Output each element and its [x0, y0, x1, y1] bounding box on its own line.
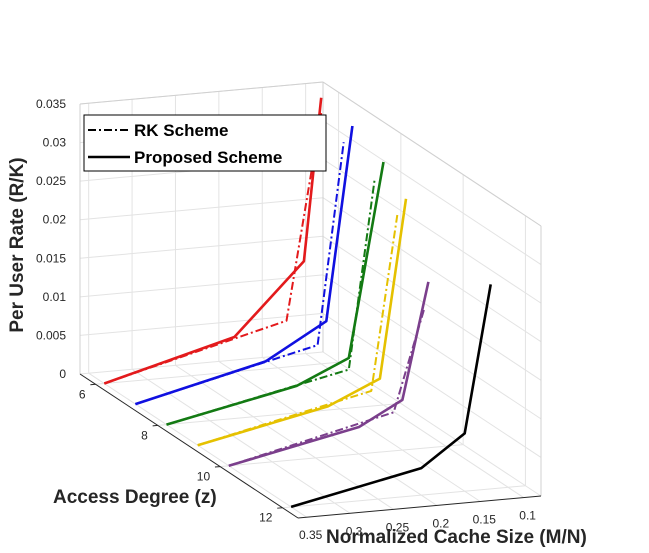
legend-box: [83, 114, 327, 172]
floor-grid-line: [88, 372, 307, 518]
box-edge: [322, 81, 542, 227]
series-line-rk-z7: [135, 142, 345, 406]
legend-rk-label: RK Scheme: [134, 121, 228, 140]
back-wall-grid-line: [79, 235, 324, 259]
z-tick-label: 0.01: [43, 290, 67, 304]
z-tick-label: 0.025: [36, 174, 66, 188]
x-tick-label: 0.2: [433, 516, 450, 530]
x-axis-line: [297, 495, 542, 519]
side-wall-grid-line: [322, 235, 542, 381]
z-tick-label: 0.005: [36, 328, 66, 342]
x-tick-label: 0.1: [519, 509, 536, 523]
y-tick-label: 6: [79, 387, 86, 401]
side-wall-grid-line: [322, 274, 542, 420]
back-wall-grid-line: [79, 351, 324, 375]
floor-grid-line: [175, 364, 394, 510]
side-wall-grid-line: [322, 197, 542, 343]
y-tick-label: 10: [197, 470, 211, 484]
series-line-proposed-z8: [166, 161, 385, 426]
series-line-proposed-z6: [103, 97, 323, 385]
y-axis-label: Access Degree (z): [53, 487, 217, 508]
series-line-proposed-z9: [197, 198, 408, 447]
series-line-proposed-z10: [228, 281, 430, 468]
floor-grid-line: [305, 353, 524, 498]
side-wall-grid-line: [322, 351, 542, 497]
y-axis-line: [79, 373, 299, 519]
floor-grid-line: [282, 485, 526, 509]
x-tick-label: 0.3: [346, 524, 363, 538]
x-tick-label: 0.25: [386, 520, 410, 534]
y-tick-label: 8: [141, 428, 148, 442]
side-wall-grid-line: [322, 120, 542, 265]
z-axis-label: Per User Rate (R/K): [7, 157, 28, 332]
back-wall-grid-line: [79, 274, 324, 298]
floor-grid-line: [220, 444, 464, 468]
z-tick-label: 0.015: [36, 251, 66, 265]
z-tick-label: 0.03: [43, 136, 67, 150]
series-line-proposed-z7: [134, 125, 354, 406]
box-edge: [79, 81, 324, 105]
tick-labels: 0 0.005 0.01 0.015 0.02 0.025 0.03 0.035 6 8 10 12 0…: [36, 97, 536, 542]
back-wall-grid-line: [79, 197, 324, 221]
z-tick-label: 0: [59, 367, 66, 381]
series-lines: [103, 97, 492, 509]
x-tick-label: 0.15: [473, 513, 497, 527]
series-line-proposed-z12: [290, 284, 492, 509]
z-tick-label: 0.02: [43, 213, 67, 227]
side-wall-grid-line: [322, 158, 542, 304]
y-tick-label: 12: [259, 511, 273, 525]
floor-grid-line: [157, 402, 401, 426]
floor-grid-line: [218, 361, 438, 506]
z-tick-label: 0.035: [36, 97, 66, 111]
x-tick-label: 0.35: [299, 528, 323, 542]
back-wall-grid-line: [79, 312, 324, 336]
floor-grid-line: [261, 357, 481, 502]
legend: RK Scheme Proposed Scheme: [83, 114, 327, 172]
legend-proposed-label: Proposed Scheme: [134, 148, 282, 167]
x-axis-label: Normalized Cache Size (M/N): [326, 527, 587, 548]
floor-grid-line: [95, 361, 339, 385]
side-wall-grid-line: [322, 313, 542, 458]
series-line-rk-z8: [166, 178, 376, 426]
